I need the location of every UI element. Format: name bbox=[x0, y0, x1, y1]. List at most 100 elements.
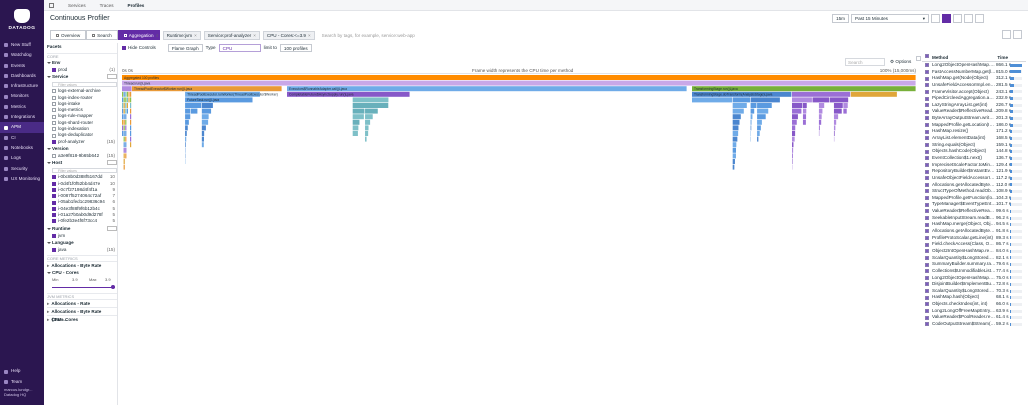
row-checkbox[interactable] bbox=[925, 202, 929, 207]
table-row[interactable]: Field.checkAccess(Class, Object) 86.7 s bbox=[922, 241, 1026, 248]
facet-tools-icon[interactable] bbox=[107, 225, 117, 231]
nav-item-help[interactable]: Help bbox=[0, 366, 44, 376]
facet-checkbox[interactable] bbox=[52, 89, 56, 94]
flame-frame[interactable] bbox=[125, 114, 127, 120]
facet-host[interactable]: Host bbox=[47, 159, 117, 167]
facet-allocations-byte-rate[interactable]: Allocations - Byte Rate bbox=[47, 261, 117, 269]
flame-frame[interactable] bbox=[130, 125, 132, 131]
table-row[interactable]: SummaryBuilder.summary.rank() 79.6 s bbox=[922, 261, 1026, 268]
row-checkbox[interactable] bbox=[925, 136, 929, 141]
facet-checkbox[interactable] bbox=[52, 120, 56, 125]
flame-frame[interactable] bbox=[818, 108, 823, 114]
flame-frame[interactable] bbox=[201, 142, 204, 148]
flame-frame[interactable] bbox=[732, 147, 737, 153]
cpu-range-slider[interactable]: Min 3.9 Max 3.9 bbox=[47, 277, 117, 291]
zoom-icon[interactable] bbox=[964, 14, 973, 23]
flame-frame[interactable] bbox=[123, 114, 125, 120]
flame-frame[interactable] bbox=[130, 119, 132, 125]
nav-item-security[interactable]: Security bbox=[0, 164, 44, 174]
row-checkbox[interactable] bbox=[925, 282, 929, 287]
nav-item-apm[interactable]: APM bbox=[0, 122, 44, 133]
facet-value[interactable]: logs-shard-router bbox=[47, 120, 117, 126]
flame-frame[interactable] bbox=[287, 86, 687, 92]
flame-search-input[interactable]: Search bbox=[845, 58, 885, 66]
table-row[interactable]: ValueReader$ReflectiveRead... 209.8 s bbox=[922, 108, 1026, 115]
flame-frame[interactable] bbox=[365, 108, 378, 114]
flame-frame[interactable] bbox=[201, 108, 212, 114]
flame-frame[interactable] bbox=[122, 75, 916, 80]
host-filter-input[interactable]: Filter values bbox=[52, 168, 117, 174]
facet-value[interactable]: prof-analyzer (15) bbox=[47, 139, 117, 145]
flame-frame[interactable] bbox=[732, 153, 736, 159]
flame-frame[interactable] bbox=[792, 125, 796, 131]
close-icon[interactable]: × bbox=[253, 32, 256, 38]
flame-frame[interactable] bbox=[732, 114, 741, 120]
row-checkbox[interactable] bbox=[925, 69, 929, 74]
flame-frame[interactable] bbox=[352, 103, 389, 108]
row-checkbox[interactable] bbox=[925, 222, 929, 227]
flame-frame[interactable] bbox=[125, 136, 127, 142]
flame-frame[interactable] bbox=[833, 108, 842, 114]
row-checkbox[interactable] bbox=[925, 182, 929, 187]
flame-graph[interactable]: Aggregated 100 profilesThread.run()Ljava… bbox=[122, 75, 916, 405]
flame-frame[interactable] bbox=[833, 119, 837, 125]
flame-frame[interactable] bbox=[757, 119, 762, 125]
datadog-logo[interactable]: DATADOG bbox=[0, 0, 44, 40]
flame-frame[interactable] bbox=[802, 108, 807, 114]
profile-type-select[interactable]: CPU bbox=[218, 43, 261, 52]
flame-frame[interactable] bbox=[122, 103, 124, 108]
refresh-icon[interactable] bbox=[975, 14, 984, 23]
flame-frame[interactable] bbox=[123, 142, 125, 148]
table-row[interactable]: DisjointBuilder$ImplementBundl... 72.8 s bbox=[922, 281, 1026, 288]
flame-frame[interactable] bbox=[792, 108, 802, 114]
range-min-value[interactable]: 3.9 bbox=[72, 277, 78, 283]
flame-frame[interactable] bbox=[122, 108, 124, 114]
table-row[interactable]: Allocations.getAllocatedBytesB... 112.0 s bbox=[922, 182, 1026, 189]
flame-frame[interactable] bbox=[185, 119, 189, 125]
facet-value[interactable]: logs-rule-mapper bbox=[47, 113, 117, 119]
flame-frame[interactable] bbox=[130, 103, 132, 108]
flame-frame[interactable] bbox=[125, 142, 127, 148]
flame-frame[interactable] bbox=[757, 131, 760, 136]
row-checkbox[interactable] bbox=[925, 216, 929, 221]
back-icon[interactable] bbox=[953, 14, 962, 23]
facet-value[interactable]: logs-metrics bbox=[47, 107, 117, 113]
table-row[interactable]: UnsafeObjectFieldAccessorIm... 117.2 s bbox=[922, 175, 1026, 182]
row-checkbox[interactable] bbox=[925, 162, 929, 167]
flame-frame[interactable] bbox=[365, 125, 369, 131]
flame-frame[interactable] bbox=[130, 108, 132, 114]
flame-frame[interactable] bbox=[201, 125, 206, 131]
facet-checkbox[interactable] bbox=[52, 194, 56, 199]
facet-checkbox[interactable] bbox=[52, 213, 56, 218]
tab-overview[interactable]: Overview bbox=[50, 30, 87, 40]
flame-frame[interactable] bbox=[792, 131, 796, 136]
row-checkbox[interactable] bbox=[925, 116, 929, 121]
flame-frame[interactable] bbox=[750, 114, 753, 120]
row-checkbox[interactable] bbox=[925, 123, 929, 128]
flame-frame[interactable] bbox=[190, 108, 198, 114]
facet-value[interactable]: prod (1) bbox=[47, 67, 117, 73]
facet-checkbox[interactable] bbox=[52, 181, 56, 186]
col-time[interactable]: Time bbox=[997, 55, 1008, 60]
flame-frame[interactable] bbox=[125, 119, 127, 125]
collapse-icon[interactable] bbox=[916, 56, 921, 61]
flame-frame[interactable] bbox=[132, 86, 282, 92]
flame-frame[interactable] bbox=[802, 103, 807, 108]
flame-frame[interactable] bbox=[122, 91, 124, 97]
table-row[interactable]: HashMap.get(Node(Object) 312.1 s bbox=[922, 75, 1026, 82]
flame-frame[interactable] bbox=[185, 103, 202, 108]
facet-value[interactable]: logs-deduplicator bbox=[47, 132, 117, 138]
row-checkbox[interactable] bbox=[925, 209, 929, 214]
row-checkbox[interactable] bbox=[925, 103, 929, 108]
flame-frame[interactable] bbox=[732, 97, 750, 103]
row-checkbox[interactable] bbox=[925, 149, 929, 154]
facet-value[interactable]: i-05ab1fed1c29836c94 6 bbox=[47, 199, 117, 205]
flame-frame[interactable] bbox=[125, 125, 127, 131]
facet-jvm-cpu-cores[interactable]: CPU - Cores bbox=[47, 315, 117, 323]
flame-frame[interactable] bbox=[125, 108, 127, 114]
facet-checkbox[interactable] bbox=[52, 200, 56, 205]
facet-checkbox[interactable] bbox=[52, 127, 56, 132]
flame-frame[interactable] bbox=[130, 136, 132, 142]
flame-frame[interactable] bbox=[757, 125, 761, 131]
facet-env[interactable]: Env bbox=[47, 59, 117, 67]
